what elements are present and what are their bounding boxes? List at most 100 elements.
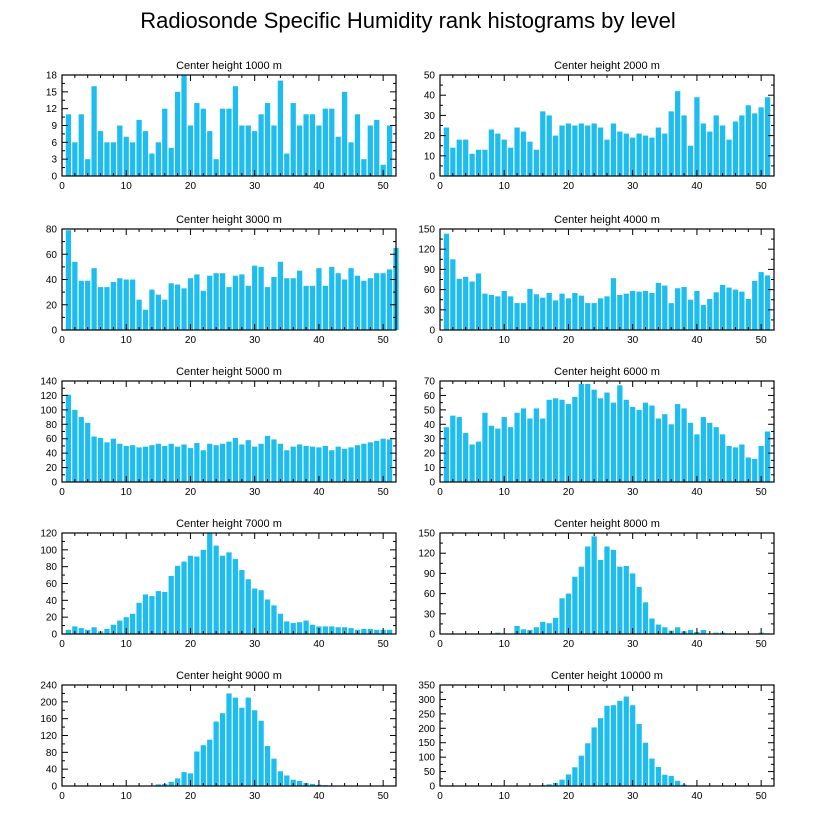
histogram-bar [174,284,181,330]
histogram-bar [636,133,642,176]
histogram-bar [572,125,578,176]
histogram-bar [630,406,636,482]
histogram-bar [252,265,258,330]
y-tick-label: 50 [424,71,436,82]
x-tick-label: 10 [499,639,511,650]
histogram-bar [495,632,501,634]
histogram-bar [668,775,674,786]
y-tick-label: 10 [424,151,436,162]
histogram-bar [610,278,617,330]
histogram-bar [123,617,129,634]
x-tick-label: 20 [563,335,575,346]
histogram-bar [533,149,539,176]
histogram-bar [585,125,591,176]
y-tick-label: 6 [51,138,57,149]
histogram-bar [136,299,142,330]
histogram-bar [155,443,161,482]
histogram-bar [354,114,361,176]
histogram-bar [469,281,475,330]
histogram-bar [149,445,155,482]
y-tick-label: 10 [424,463,436,474]
y-tick-label: 40 [46,275,58,286]
chart-panel-1: Center height 2000 m 0 10 20 30 40 50 0 10 20 30 40… [424,60,775,192]
histogram-bar [630,573,636,634]
y-tick-label: 100 [418,753,435,764]
figure-title: Radiosonde Specific Humidity rank histog… [140,8,676,33]
panel-title: Center height 7000 m [176,518,282,530]
histogram-bar [207,533,213,634]
histogram-bar [207,739,213,786]
histogram-bar [707,131,713,176]
y-tick-label: 0 [51,326,57,337]
histogram-bar [290,278,296,330]
histogram-bar [636,723,642,786]
histogram-bar [585,303,591,330]
x-tick-label: 20 [563,639,575,650]
x-tick-label: 20 [185,181,197,192]
histogram-bar [642,602,649,634]
histogram-bar [597,398,604,482]
histogram-bar [508,427,514,482]
histogram-bar [367,442,373,482]
histogram-bar [258,720,264,786]
histogram-bar [752,113,758,176]
histogram-bar [636,409,642,482]
histogram-bar [700,305,706,330]
histogram-bar [758,445,764,482]
histogram-bar [207,275,213,330]
y-tick-label: 150 [418,738,435,749]
histogram-bar [533,408,539,482]
histogram-bar [380,273,386,330]
histogram-bar [303,445,309,482]
x-tick-label: 0 [437,487,443,498]
histogram-bar [194,556,200,634]
histogram-bar [72,261,78,330]
histogram-bar [194,274,200,330]
histogram-bar [264,103,271,176]
histogram-bar [719,125,726,176]
histogram-bar [668,303,674,330]
histogram-bar [559,598,565,634]
histogram-bar [277,261,284,330]
histogram-bar [85,422,91,482]
histogram-bar [290,623,296,634]
y-tick-label: 20 [46,463,58,474]
histogram-bar [463,139,469,176]
histogram-bar [149,153,155,176]
histogram-bar [739,115,745,176]
y-tick-label: 0 [51,782,57,793]
histogram-bar [226,552,232,634]
panel-title: Center height 2000 m [554,60,660,72]
histogram-bar [322,108,328,176]
histogram-bar [200,290,206,330]
histogram-bar [341,627,348,634]
histogram-bar [213,721,219,786]
histogram-bar [662,285,668,330]
chart-panel-6: Center height 7000 m 0 10 20 30 40 50 0 20 40 60 80… [40,518,397,650]
histogram-bar [277,771,284,786]
histogram-bar [719,434,726,482]
histogram-bar [213,545,219,634]
histogram-bar [623,399,629,482]
histogram-bar [508,296,514,330]
histogram-bar [700,417,706,482]
x-tick-label: 10 [499,791,511,802]
y-tick-label: 60 [424,589,436,600]
histogram-bar [623,696,629,786]
y-tick-label: 140 [40,377,57,388]
histogram-bar [610,549,617,634]
histogram-bar [662,627,668,634]
histogram-bar [97,131,104,176]
histogram-bar [585,383,591,482]
histogram-bar [284,450,290,482]
y-tick-label: 18 [46,71,58,82]
histogram-bar [361,443,367,482]
histogram-bar [219,273,226,330]
x-tick-label: 0 [437,181,443,192]
histogram-bar [284,621,290,634]
histogram-bar [252,131,258,176]
histogram-bar [219,108,226,176]
histogram-bar [239,444,245,482]
histogram-bar [578,755,584,786]
